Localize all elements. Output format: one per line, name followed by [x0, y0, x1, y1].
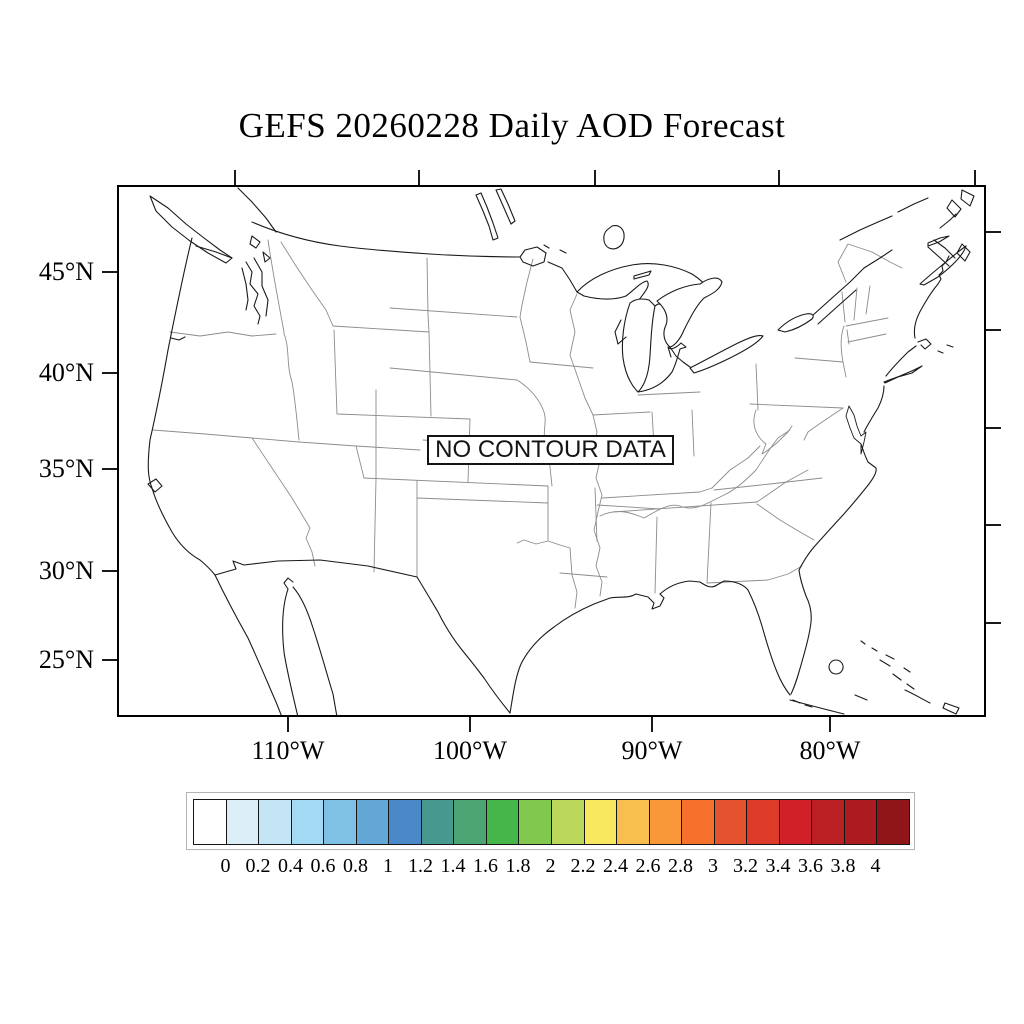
- colorbar-level-label: 2.8: [668, 855, 693, 877]
- colorbar-cell: [324, 800, 357, 844]
- no-data-banner: NO CONTOUR DATA: [427, 435, 674, 465]
- colorbar-cell: [747, 800, 780, 844]
- colorbar-cell: [617, 800, 650, 844]
- islands: [789, 344, 960, 715]
- lon-tick-label: 110°W: [251, 736, 325, 765]
- lon-tick-bottom: [287, 717, 289, 732]
- lon-tick-label: 100°W: [433, 736, 507, 765]
- colorbar-cell: [421, 800, 455, 844]
- colorbar-cell: [779, 800, 813, 844]
- colorbar-cell: [714, 800, 748, 844]
- lat-tick-right: [986, 622, 1001, 624]
- colorbar-cell: [584, 800, 618, 844]
- colorbar-level-label: 2: [545, 855, 556, 877]
- colorbar-cell: [389, 800, 422, 844]
- colorbar-cell: [226, 800, 260, 844]
- lat-tick-left: [102, 271, 117, 273]
- colorbar-level-label: 1.8: [505, 855, 531, 877]
- colorbar-cell: [649, 800, 683, 844]
- colorbar-outline: [186, 792, 915, 850]
- colorbar-cell: [291, 800, 325, 844]
- lat-tick-left: [102, 570, 117, 572]
- colorbar-level-label: 0: [220, 855, 231, 877]
- colorbar-cell: [519, 800, 553, 844]
- colorbar-level-label: 1.6: [473, 855, 498, 877]
- lon-tick-top: [974, 170, 976, 185]
- colorbar-cell: [812, 800, 845, 844]
- colorbar-level-label: 0.4: [278, 855, 303, 877]
- lon-tick-top: [778, 170, 780, 185]
- lat-tick-label: 40°N: [38, 358, 94, 387]
- lon-tick-bottom: [469, 717, 471, 732]
- colorbar-cell: [259, 800, 292, 844]
- lon-tick-bottom: [829, 717, 831, 732]
- lat-tick-right: [986, 524, 1001, 526]
- lat-tick-label: 35°N: [38, 454, 94, 483]
- page-title: GEFS 20260228 Daily AOD Forecast: [238, 106, 786, 145]
- colorbar-level-label: 1: [383, 855, 393, 877]
- colorbar-level-label: 2.2: [570, 855, 596, 877]
- lon-tick-top: [418, 170, 420, 185]
- lon-tick-label: 80°W: [799, 736, 861, 765]
- colorbar-cell: [194, 800, 227, 844]
- lat-tick-label: 45°N: [38, 257, 94, 286]
- lat-tick-label: 25°N: [38, 645, 94, 674]
- colorbar-level-label: 4: [870, 855, 881, 877]
- lon-tick-bottom: [651, 717, 653, 732]
- colorbar-cell: [486, 800, 520, 844]
- colorbar-cell: [552, 800, 585, 844]
- colorbar-level-label: 3.8: [830, 855, 856, 877]
- lat-tick-left: [102, 468, 117, 470]
- lat-tick-right: [986, 231, 1001, 233]
- colorbar-level-label: 1.4: [440, 855, 466, 877]
- lon-tick-top: [234, 170, 236, 185]
- lon-tick-label: 90°W: [621, 736, 683, 765]
- colorbar-level-label: 3: [708, 855, 718, 877]
- colorbar: [193, 799, 910, 845]
- colorbar-cell: [454, 800, 487, 844]
- lat-tick-left: [102, 372, 117, 374]
- colorbar-level-label: 3.4: [765, 855, 791, 877]
- colorbar-level-label: 0.2: [245, 855, 271, 877]
- lat-tick-right: [986, 329, 1001, 331]
- colorbar-level-label: 1.2: [408, 855, 433, 877]
- great-lakes: [576, 263, 844, 675]
- colorbar-level-label: 3.2: [733, 855, 758, 877]
- lat-tick-label: 30°N: [38, 556, 94, 585]
- colorbar-level-label: 2.6: [635, 855, 661, 877]
- lon-tick-top: [594, 170, 596, 185]
- colorbar-cell: [877, 800, 910, 844]
- lat-tick-right: [986, 427, 1001, 429]
- colorbar-cell: [844, 800, 878, 844]
- colorbar-level-label: 2.4: [603, 855, 628, 877]
- colorbar-level-label: 0.6: [310, 855, 336, 877]
- colorbar-level-label: 0.8: [343, 855, 368, 877]
- colorbar-cell: [356, 800, 390, 844]
- colorbar-level-label: 3.6: [798, 855, 823, 877]
- lat-tick-left: [102, 659, 117, 661]
- colorbar-cell: [682, 800, 715, 844]
